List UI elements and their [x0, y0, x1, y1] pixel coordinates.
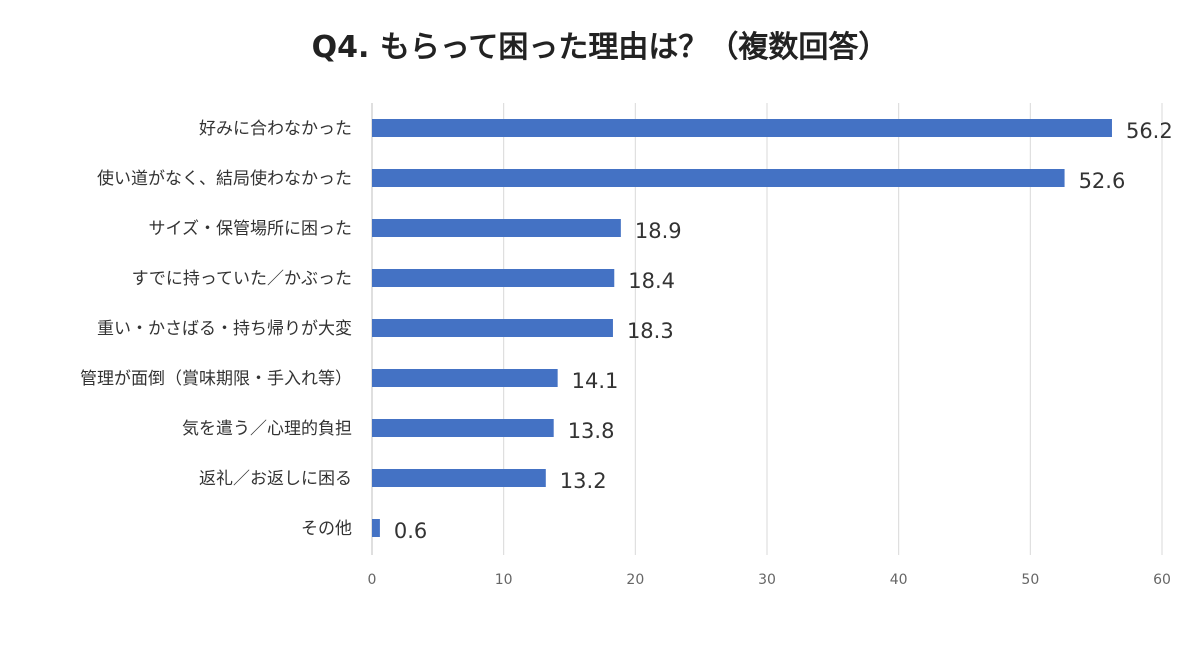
data-label: 0.6	[394, 519, 427, 543]
x-tick-label: 20	[626, 572, 644, 588]
category-label: サイズ・保管場所に困った	[149, 219, 353, 239]
category-label: 返礼／お返しに困る	[199, 469, 352, 489]
bar	[372, 519, 380, 537]
category-label: すでに持っていた／かぶった	[132, 269, 352, 289]
category-label: 重い・かさばる・持ち帰りが大変	[97, 319, 352, 339]
data-label: 56.2	[1126, 119, 1173, 143]
category-label: 使い道がなく、結局使わなかった	[97, 168, 352, 189]
data-label: 13.8	[568, 419, 615, 443]
bar	[372, 169, 1065, 187]
data-label: 18.4	[628, 269, 675, 293]
x-tick-label: 40	[890, 572, 908, 588]
bar	[372, 369, 558, 387]
x-tick-label: 50	[1021, 572, 1039, 588]
bar	[372, 319, 613, 337]
x-tick-label: 0	[368, 572, 377, 588]
bar	[372, 269, 615, 287]
bar	[372, 119, 1112, 137]
chart-title: Q4. もらって困った理由は？（複数回答）	[311, 30, 889, 65]
x-tick-label: 30	[758, 572, 776, 588]
category-label: 気を遣う／心理的負担	[182, 419, 352, 439]
x-tick-label: 10	[495, 572, 513, 588]
data-label: 52.6	[1079, 169, 1126, 193]
x-tick-label: 60	[1153, 572, 1171, 588]
data-label: 14.1	[572, 369, 619, 393]
bar	[372, 469, 546, 487]
bar	[372, 219, 621, 237]
data-label: 18.9	[635, 219, 682, 243]
data-label: 13.2	[560, 469, 607, 493]
bar	[372, 419, 554, 437]
data-label: 18.3	[627, 319, 674, 343]
category-label: 管理が面倒（賞味期限・手入れ等）	[80, 369, 352, 389]
category-label: その他	[301, 519, 352, 539]
category-label: 好みに合わなかった	[199, 119, 352, 139]
